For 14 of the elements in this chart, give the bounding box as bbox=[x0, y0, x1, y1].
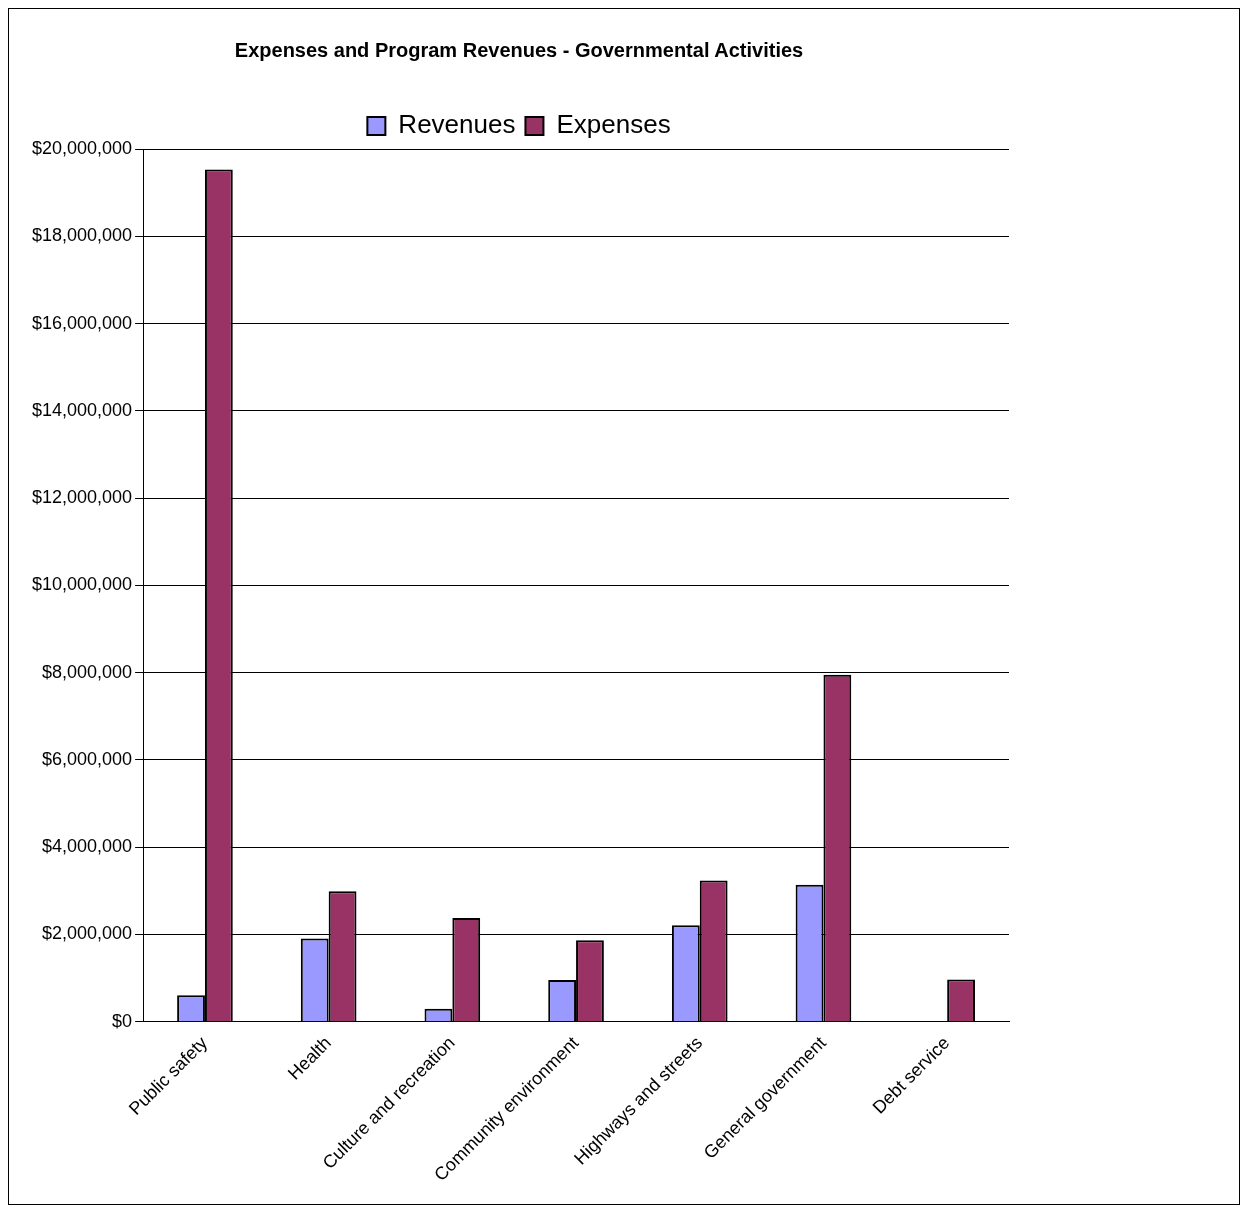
chart-title: Expenses and Program Revenues - Governmental Activities bbox=[234, 38, 804, 61]
y-tick-label: $20,000,000 bbox=[31, 137, 133, 158]
y-tick-label: $0 bbox=[112, 1010, 133, 1031]
y-tick-label: $10,000,000 bbox=[31, 574, 133, 595]
legend-label: Expenses bbox=[556, 109, 671, 140]
y-tick-label: $2,000,000 bbox=[42, 923, 133, 944]
y-tick-label: $8,000,000 bbox=[42, 661, 133, 682]
y-tick-label: $18,000,000 bbox=[31, 225, 133, 246]
y-tick-label: $12,000,000 bbox=[31, 487, 133, 508]
legend-label: Revenues bbox=[398, 109, 516, 140]
y-tick-label: $14,000,000 bbox=[31, 399, 133, 420]
y-tick-label: $16,000,000 bbox=[31, 312, 133, 333]
y-tick-label: $4,000,000 bbox=[42, 836, 133, 857]
y-tick-label: $6,000,000 bbox=[42, 748, 133, 769]
